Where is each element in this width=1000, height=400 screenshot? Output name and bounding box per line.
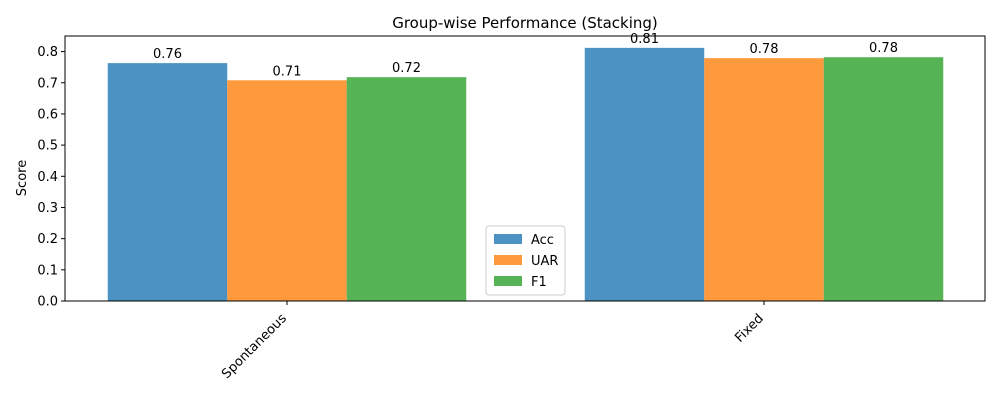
bar-f1-fixed [823, 57, 944, 302]
y-tick-label: 0.1 [37, 263, 58, 278]
y-tick-label: 0.4 [37, 170, 58, 185]
x-tick-label: Spontaneous [219, 311, 290, 382]
bar-acc-spontaneous [107, 63, 228, 301]
y-tick-label: 0.2 [37, 232, 58, 247]
data-label-acc-fixed: 0.81 [630, 32, 659, 47]
bar-f1-spontaneous [346, 77, 467, 301]
data-label-uar-spontaneous: 0.71 [273, 64, 302, 79]
bars-layer [107, 47, 944, 302]
bar-acc-fixed [584, 47, 705, 301]
y-tick-label: 0.5 [37, 139, 58, 154]
y-tick-label: 0.3 [37, 201, 58, 216]
legend: Acc UAR F1 [485, 225, 566, 296]
legend-swatch-f1 [494, 276, 522, 286]
y-tick-label: 0.6 [37, 107, 58, 122]
plot-frame [64, 35, 986, 302]
legend-swatch-uar [494, 255, 522, 265]
y-tick-label: 0.0 [37, 295, 58, 310]
y-axis-label: Score [15, 160, 30, 196]
bar-uar-fixed [704, 58, 824, 301]
legend-swatch-acc [494, 234, 522, 244]
y-tick-label: 0.8 [37, 45, 58, 60]
y-tick-label: 0.7 [37, 76, 58, 91]
data-label-f1-spontaneous: 0.72 [392, 61, 421, 76]
legend-label-uar: UAR [531, 254, 558, 269]
legend-label-acc: Acc [531, 233, 554, 248]
legend-label-f1: F1 [531, 275, 547, 290]
data-label-acc-spontaneous: 0.76 [153, 47, 182, 62]
data-label-f1-fixed: 0.78 [869, 41, 898, 56]
data-label-uar-fixed: 0.78 [750, 42, 779, 57]
x-tick-label: Fixed [732, 311, 766, 345]
bar-uar-spontaneous [227, 80, 347, 301]
chart-title: Group-wise Performance (Stacking) [392, 14, 658, 32]
